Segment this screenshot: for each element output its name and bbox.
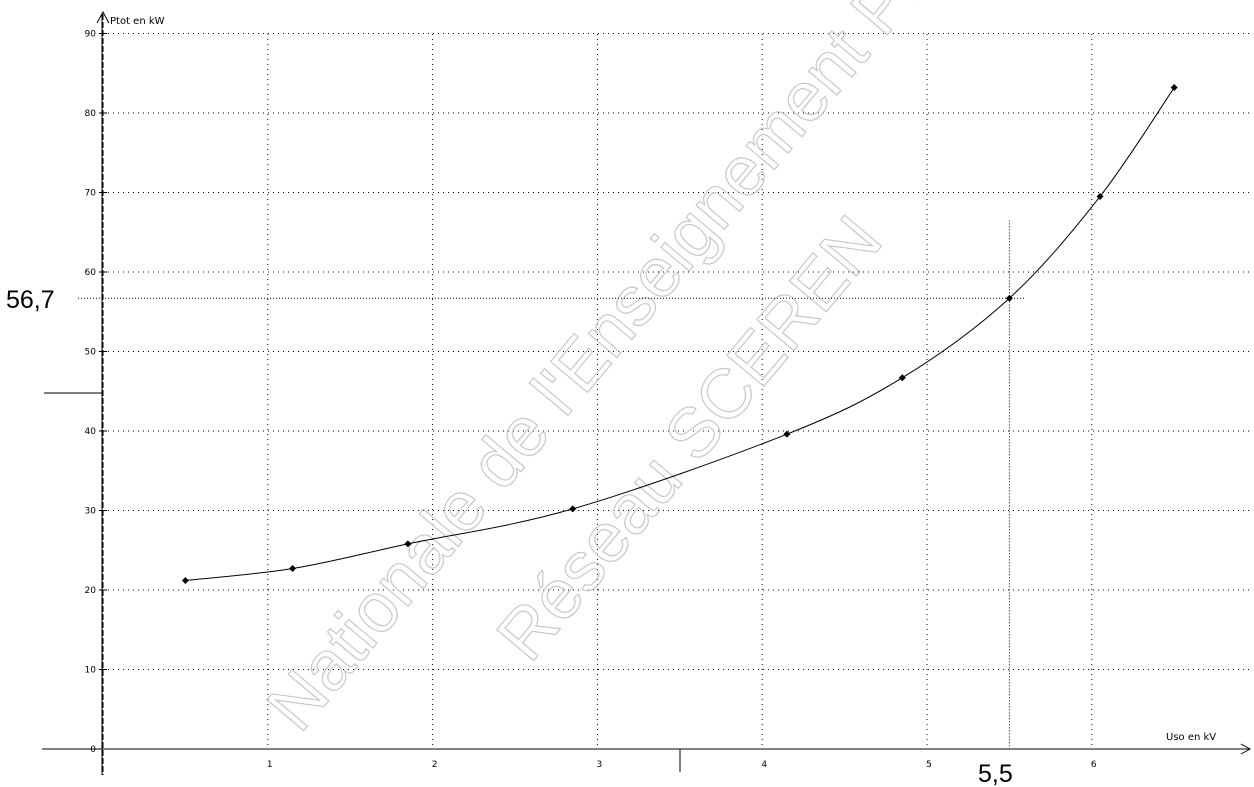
- data-point: [181, 576, 189, 584]
- y-tick-label: 90: [85, 30, 97, 40]
- x-tick-label: 5: [926, 760, 932, 770]
- data-point: [1170, 84, 1178, 92]
- data-point: [783, 430, 791, 438]
- y-axis-title: Ptot en kW: [110, 16, 165, 27]
- reference-lines: [78, 220, 1026, 749]
- tick-labels: 0 10 20 30 40 50 60 70 80 90 1 2 3 4 5 6: [85, 30, 1097, 771]
- annotations: 56,7 5,5: [6, 286, 1013, 787]
- x-axis-arrow: [1240, 743, 1252, 755]
- y-value-annotation: 56,7: [6, 286, 55, 314]
- y-tick-label: 80: [85, 109, 97, 119]
- y-tick-label: 10: [85, 666, 97, 676]
- x-tick-label: 3: [597, 760, 603, 770]
- data-point: [898, 374, 906, 382]
- y-tick-label: 50: [85, 348, 97, 358]
- x-tick-label: 6: [1091, 760, 1097, 770]
- y-tick-label: 60: [85, 268, 97, 278]
- data-series: [181, 84, 1178, 584]
- x-value-annotation: 5,5: [978, 760, 1013, 787]
- data-point: [1005, 294, 1013, 302]
- y-tick-label: 20: [85, 586, 97, 596]
- x-tick-label: 4: [761, 760, 767, 770]
- watermark: Nationale de l'Enseignement Professionne…: [251, 0, 1168, 745]
- grid: [103, 33, 1250, 749]
- data-point: [289, 565, 297, 573]
- data-point: [404, 540, 412, 548]
- y-axis-arrow: [96, 10, 110, 24]
- y-tick-label: 40: [85, 427, 97, 437]
- y-tick-label: 30: [85, 507, 97, 517]
- axes: Ptot en kW Uso en kV: [42, 10, 1252, 775]
- series-line: [185, 87, 1175, 581]
- data-point: [569, 505, 577, 513]
- y-tick-label: 0: [90, 745, 96, 755]
- data-point: [1096, 192, 1104, 200]
- x-axis-title: Uso en kV: [1166, 732, 1216, 743]
- x-tick-label: 2: [432, 760, 438, 770]
- x-tick-label: 1: [267, 760, 273, 770]
- y-tick-label: 70: [85, 189, 97, 199]
